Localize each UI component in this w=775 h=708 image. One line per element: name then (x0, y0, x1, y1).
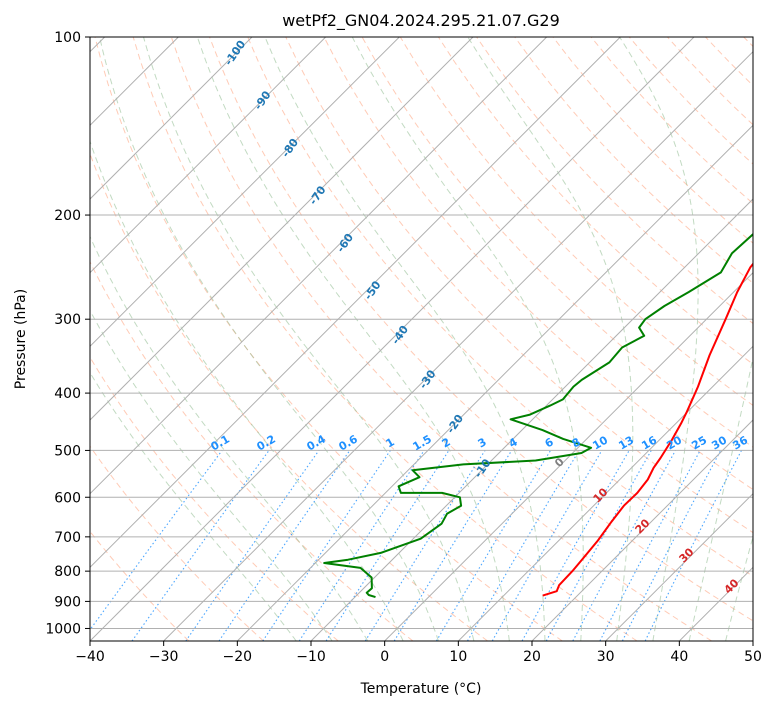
x-tick-label: −40 (75, 649, 105, 665)
plot-area (90, 37, 753, 641)
dry-adiabat-line (285, 37, 753, 534)
isotherm-line (90, 37, 548, 495)
moist-adiabat-line (725, 534, 753, 641)
isotherm-line (457, 345, 753, 641)
isotherm-line (605, 492, 753, 641)
y-tick-label: 900 (54, 594, 81, 610)
mixing-ratio-line (262, 450, 391, 641)
background-lines (90, 37, 753, 641)
moist-adiabat-line (264, 37, 546, 641)
moist-adiabat-line (351, 37, 584, 641)
isotherm-line (310, 198, 753, 641)
isotherm-line (90, 37, 327, 274)
y-axis-label: Pressure (hPa) (13, 289, 29, 389)
dry-adiabat-line (209, 37, 753, 622)
moist-adiabat-line (90, 309, 333, 641)
dry-adiabat-line (476, 37, 753, 325)
dry-adiabat-line (94, 37, 563, 641)
dewpoint-line (323, 232, 753, 599)
temperature-line (542, 262, 753, 597)
y-tick-label: 300 (54, 312, 81, 328)
y-tick-label: 100 (54, 30, 81, 46)
isotherm-line (752, 640, 753, 641)
moist-adiabat-line (99, 37, 439, 641)
x-tick-label: 40 (670, 649, 688, 665)
mixing-ratio-line (393, 450, 513, 641)
isotherm-line (163, 50, 753, 641)
dry-adiabat-line (514, 37, 753, 284)
mixing-ratio-line (572, 450, 676, 641)
x-tick-label: 30 (597, 649, 615, 665)
x-tick-label: 0 (380, 649, 389, 665)
mixing-ratio-line (545, 450, 652, 641)
y-tick-label: 600 (54, 490, 81, 506)
y-axis: 100 200 300 400 500 600 700 800 900 1000 (45, 30, 90, 637)
mixing-ratio-line (621, 450, 722, 641)
plot-frame (89, 36, 754, 642)
isotherm-line (90, 37, 400, 348)
isotherm-line (90, 37, 621, 569)
dry-adiabat-line (90, 356, 339, 641)
isotherm-line (90, 37, 253, 200)
moist-adiabat-line (688, 355, 753, 641)
dry-adiabat-line (323, 37, 753, 491)
x-tick-label: 50 (744, 649, 762, 665)
isotherm-line (90, 37, 474, 421)
dry-adiabat-line (90, 260, 414, 641)
y-tick-label: 500 (54, 443, 81, 459)
moist-adiabat-line (619, 37, 699, 641)
isotherm-line (236, 124, 753, 641)
grid-lines (90, 37, 753, 641)
moist-adiabat-line (196, 37, 510, 641)
dry-adiabat-line (132, 37, 638, 641)
x-tick-label: −30 (149, 649, 179, 665)
dry-adiabat-line (247, 37, 753, 577)
y-tick-label: 800 (54, 564, 81, 580)
mixing-ratio-line (325, 450, 450, 641)
mixing-ratio-line (218, 450, 351, 641)
y-tick-label: 400 (54, 386, 81, 402)
x-tick-label: −20 (223, 649, 253, 665)
x-tick-label: 20 (523, 649, 541, 665)
moist-adiabat-line (90, 139, 404, 641)
moist-adiabat-line (90, 235, 369, 641)
mixing-ratio-line (90, 450, 223, 631)
y-tick-label: 700 (54, 530, 81, 546)
dry-adiabat-line (90, 445, 264, 641)
moist-adiabat-line (90, 371, 297, 641)
mixing-ratio-line (521, 450, 630, 641)
x-tick-label: −10 (296, 649, 326, 665)
mixing-ratio-line (185, 450, 320, 641)
y-tick-label: 1000 (45, 621, 81, 637)
dry-adiabat-line (170, 37, 712, 641)
isotherm-line (531, 419, 753, 641)
x-axis: −40 −30 −20 −10 0 10 20 30 40 50 (75, 641, 762, 665)
mixing-ratio-line (298, 450, 425, 641)
y-tick-label: 200 (54, 208, 81, 224)
chart-title: wetPf2_GN04.2024.295.21.07.G29 (282, 11, 560, 31)
isotherm-line (384, 271, 753, 641)
isotherm-line (90, 37, 695, 641)
x-axis-label: Temperature (°C) (360, 681, 482, 697)
x-tick-label: 10 (449, 649, 467, 665)
mixing-ratio-line (644, 450, 742, 641)
moist-adiabat-line (143, 37, 475, 641)
series-lines (323, 232, 753, 599)
